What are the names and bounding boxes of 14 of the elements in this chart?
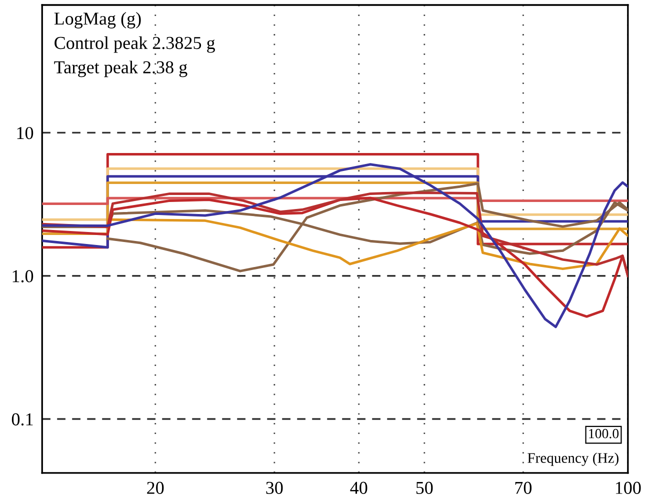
x-tick-label: 20 — [147, 482, 164, 494]
y-tick-label: 1.0 — [12, 270, 34, 282]
x-tick-label: 50 — [416, 482, 433, 494]
y-tick-label: 0.1 — [12, 413, 33, 426]
x-tick-label: 100 — [616, 482, 641, 494]
x-axis-title: Frequency (Hz) — [528, 452, 618, 466]
annotation: Target peak 2.38 g — [54, 60, 188, 78]
y-tick-label: 10 — [17, 126, 34, 140]
annotation: LogMag (g) — [54, 12, 141, 28]
annotation: 100.0 — [589, 428, 619, 438]
annotation: Control peak 2.3825 g — [54, 36, 215, 53]
x-tick-label: 70 — [515, 482, 532, 494]
x-tick-label: 30 — [266, 482, 283, 494]
x-tick-label: 40 — [350, 482, 368, 494]
